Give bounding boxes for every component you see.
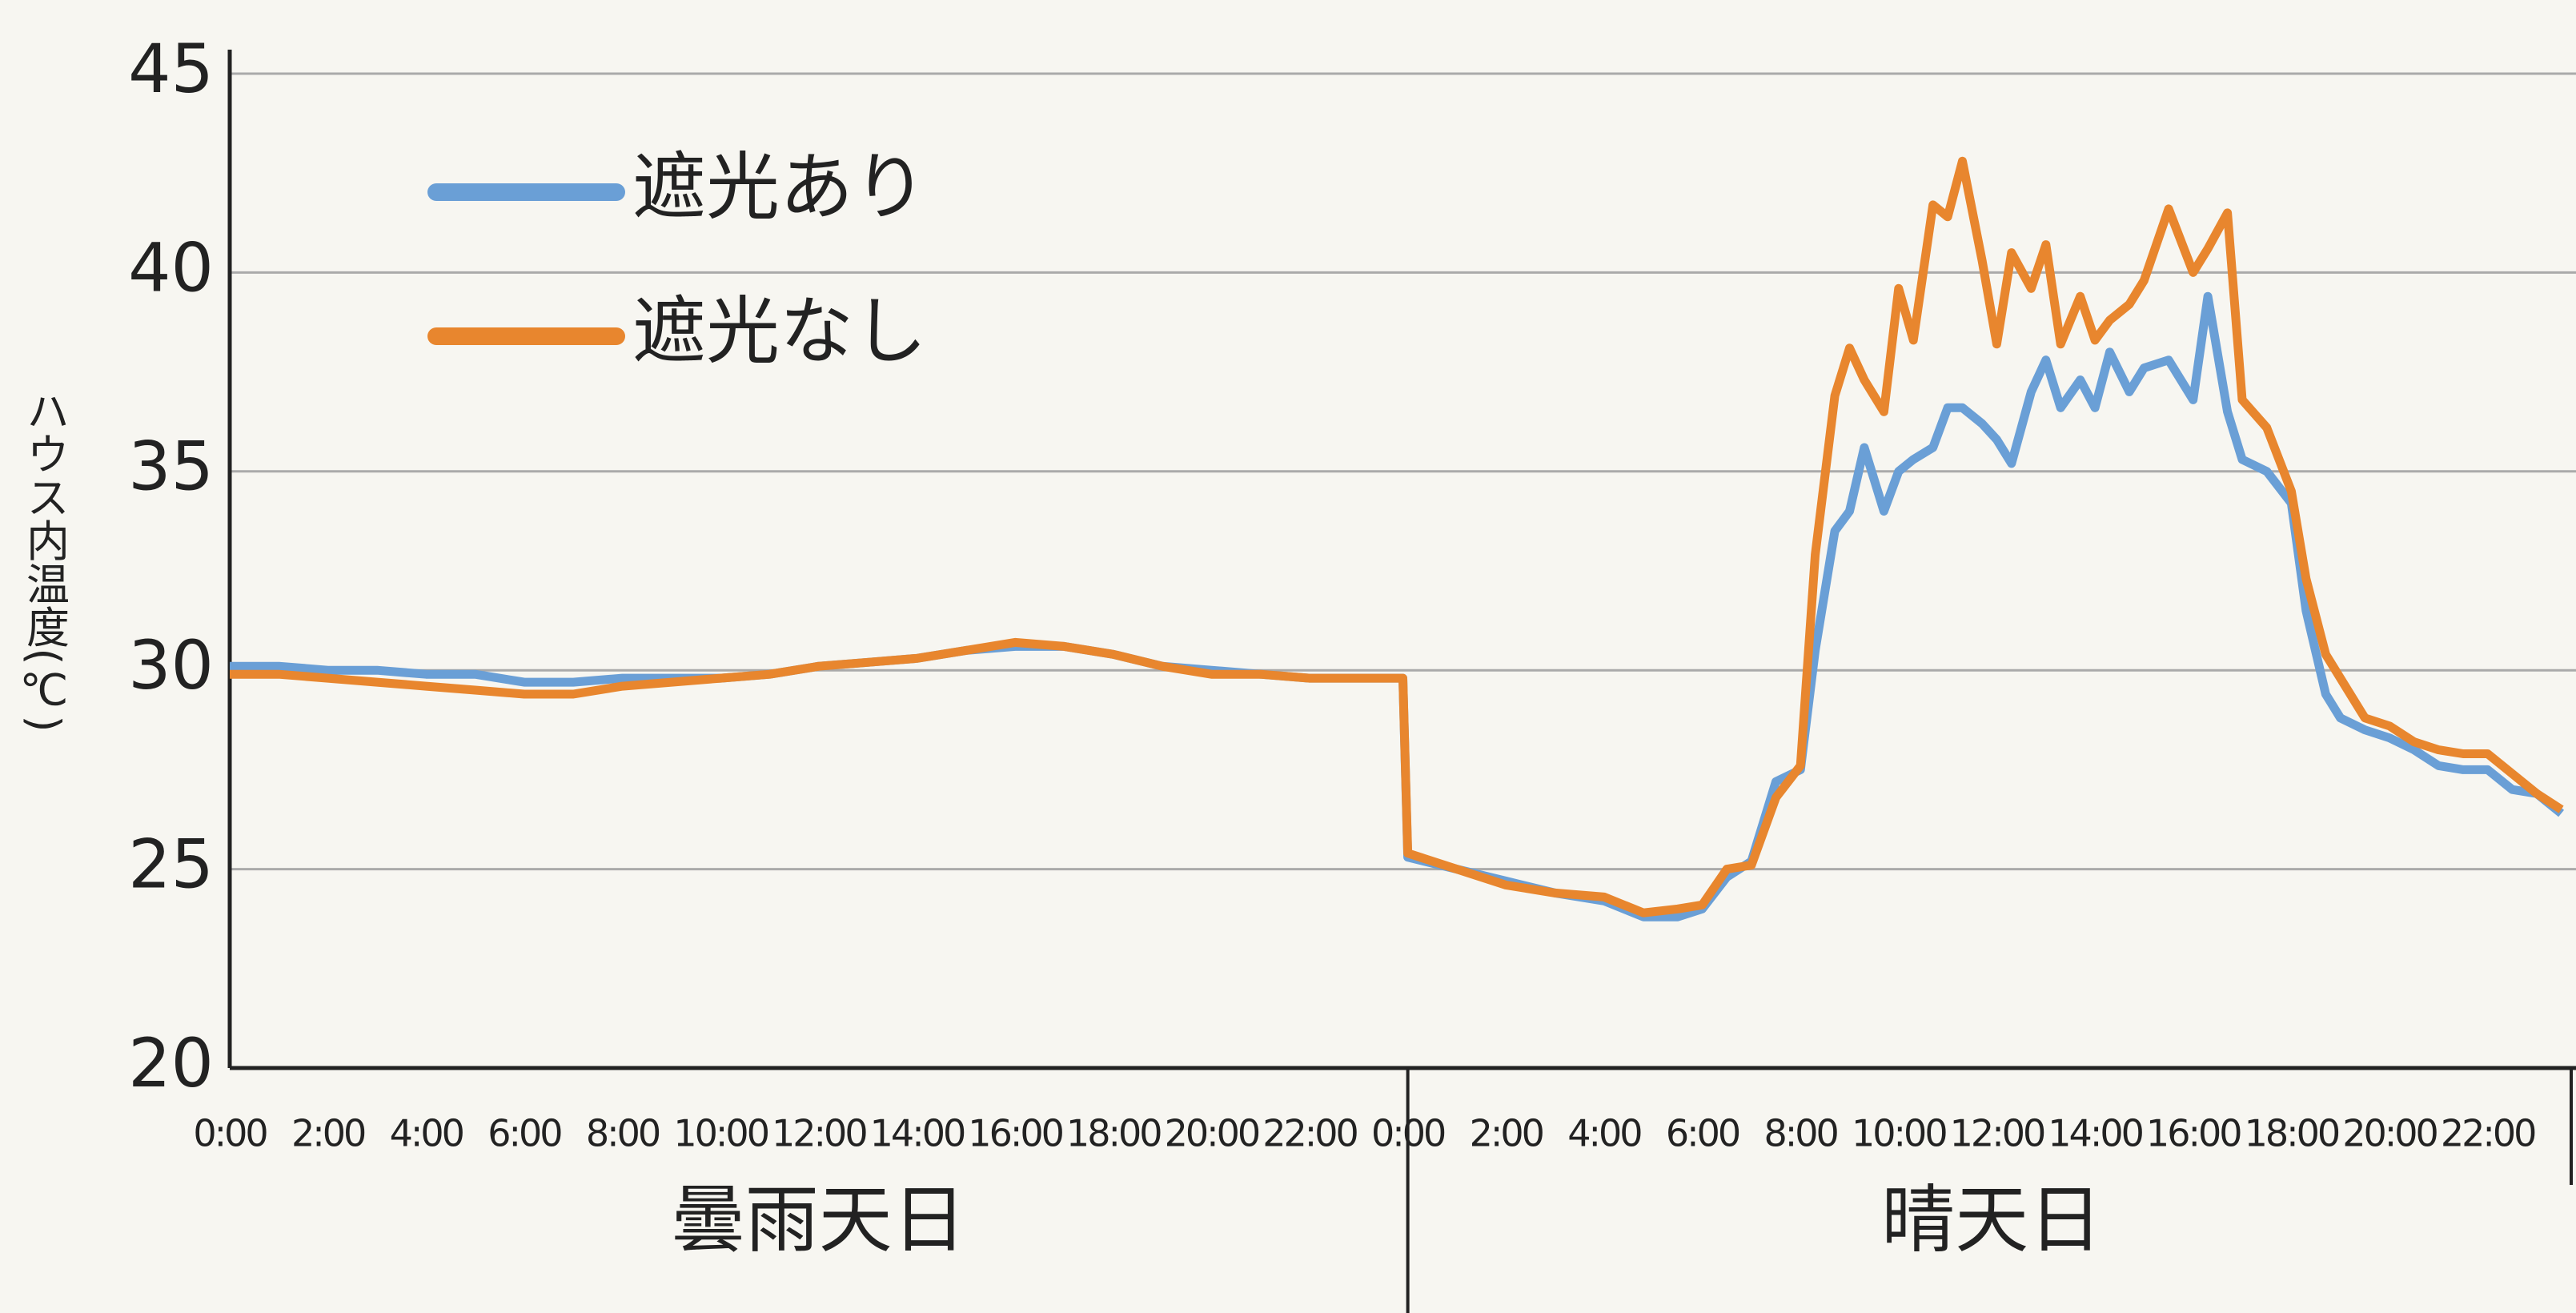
x-tick-label: 8:00 xyxy=(1764,1112,1838,1155)
x-tick-label: 4:00 xyxy=(1567,1112,1641,1155)
x-tick-label: 8:00 xyxy=(586,1112,660,1155)
x-tick-label: 14:00 xyxy=(870,1112,965,1155)
x-tick-label: 12:00 xyxy=(1950,1112,2044,1155)
day-label: 曇雨天日 xyxy=(672,1177,966,1263)
y-tick-label: 45 xyxy=(128,30,214,108)
x-tick-label: 20:00 xyxy=(1165,1112,1259,1155)
y-axis-label: ハウス内温度(℃) xyxy=(19,388,70,732)
y-tick-label: 35 xyxy=(128,428,214,506)
y-tick-label: 25 xyxy=(128,825,214,904)
x-tick-label: 22:00 xyxy=(2441,1112,2535,1155)
x-tick-label: 0:00 xyxy=(193,1112,267,1155)
y-tick-label: 40 xyxy=(128,228,214,307)
x-tick-label: 2:00 xyxy=(1470,1112,1543,1155)
day-label: 晴天日 xyxy=(1881,1177,2102,1263)
y-tick-label: 30 xyxy=(128,626,214,705)
y-tick-label: 20 xyxy=(128,1024,214,1102)
legend-label: 遮光あり xyxy=(632,144,927,230)
x-tick-label: 4:00 xyxy=(390,1112,463,1155)
x-tick-label: 16:00 xyxy=(968,1112,1062,1155)
series-line xyxy=(230,156,2564,917)
x-tick-label: 10:00 xyxy=(673,1112,768,1155)
x-tick-label: 14:00 xyxy=(2048,1112,2142,1155)
x-tick-label: 6:00 xyxy=(488,1112,561,1155)
x-tick-label: 2:00 xyxy=(291,1112,365,1155)
x-tick-label: 6:00 xyxy=(1666,1112,1739,1155)
x-tick-label: 22:00 xyxy=(1262,1112,1357,1155)
series-line xyxy=(230,291,2565,922)
x-tick-label: 12:00 xyxy=(772,1112,866,1155)
x-tick-label: 16:00 xyxy=(2146,1112,2241,1155)
legend-label: 遮光なし xyxy=(632,288,927,374)
x-tick-label: 10:00 xyxy=(1852,1112,1946,1155)
x-tick-label: 18:00 xyxy=(1066,1112,1161,1155)
x-tick-label: 18:00 xyxy=(2245,1112,2339,1155)
x-tick-label: 20:00 xyxy=(2342,1112,2437,1155)
